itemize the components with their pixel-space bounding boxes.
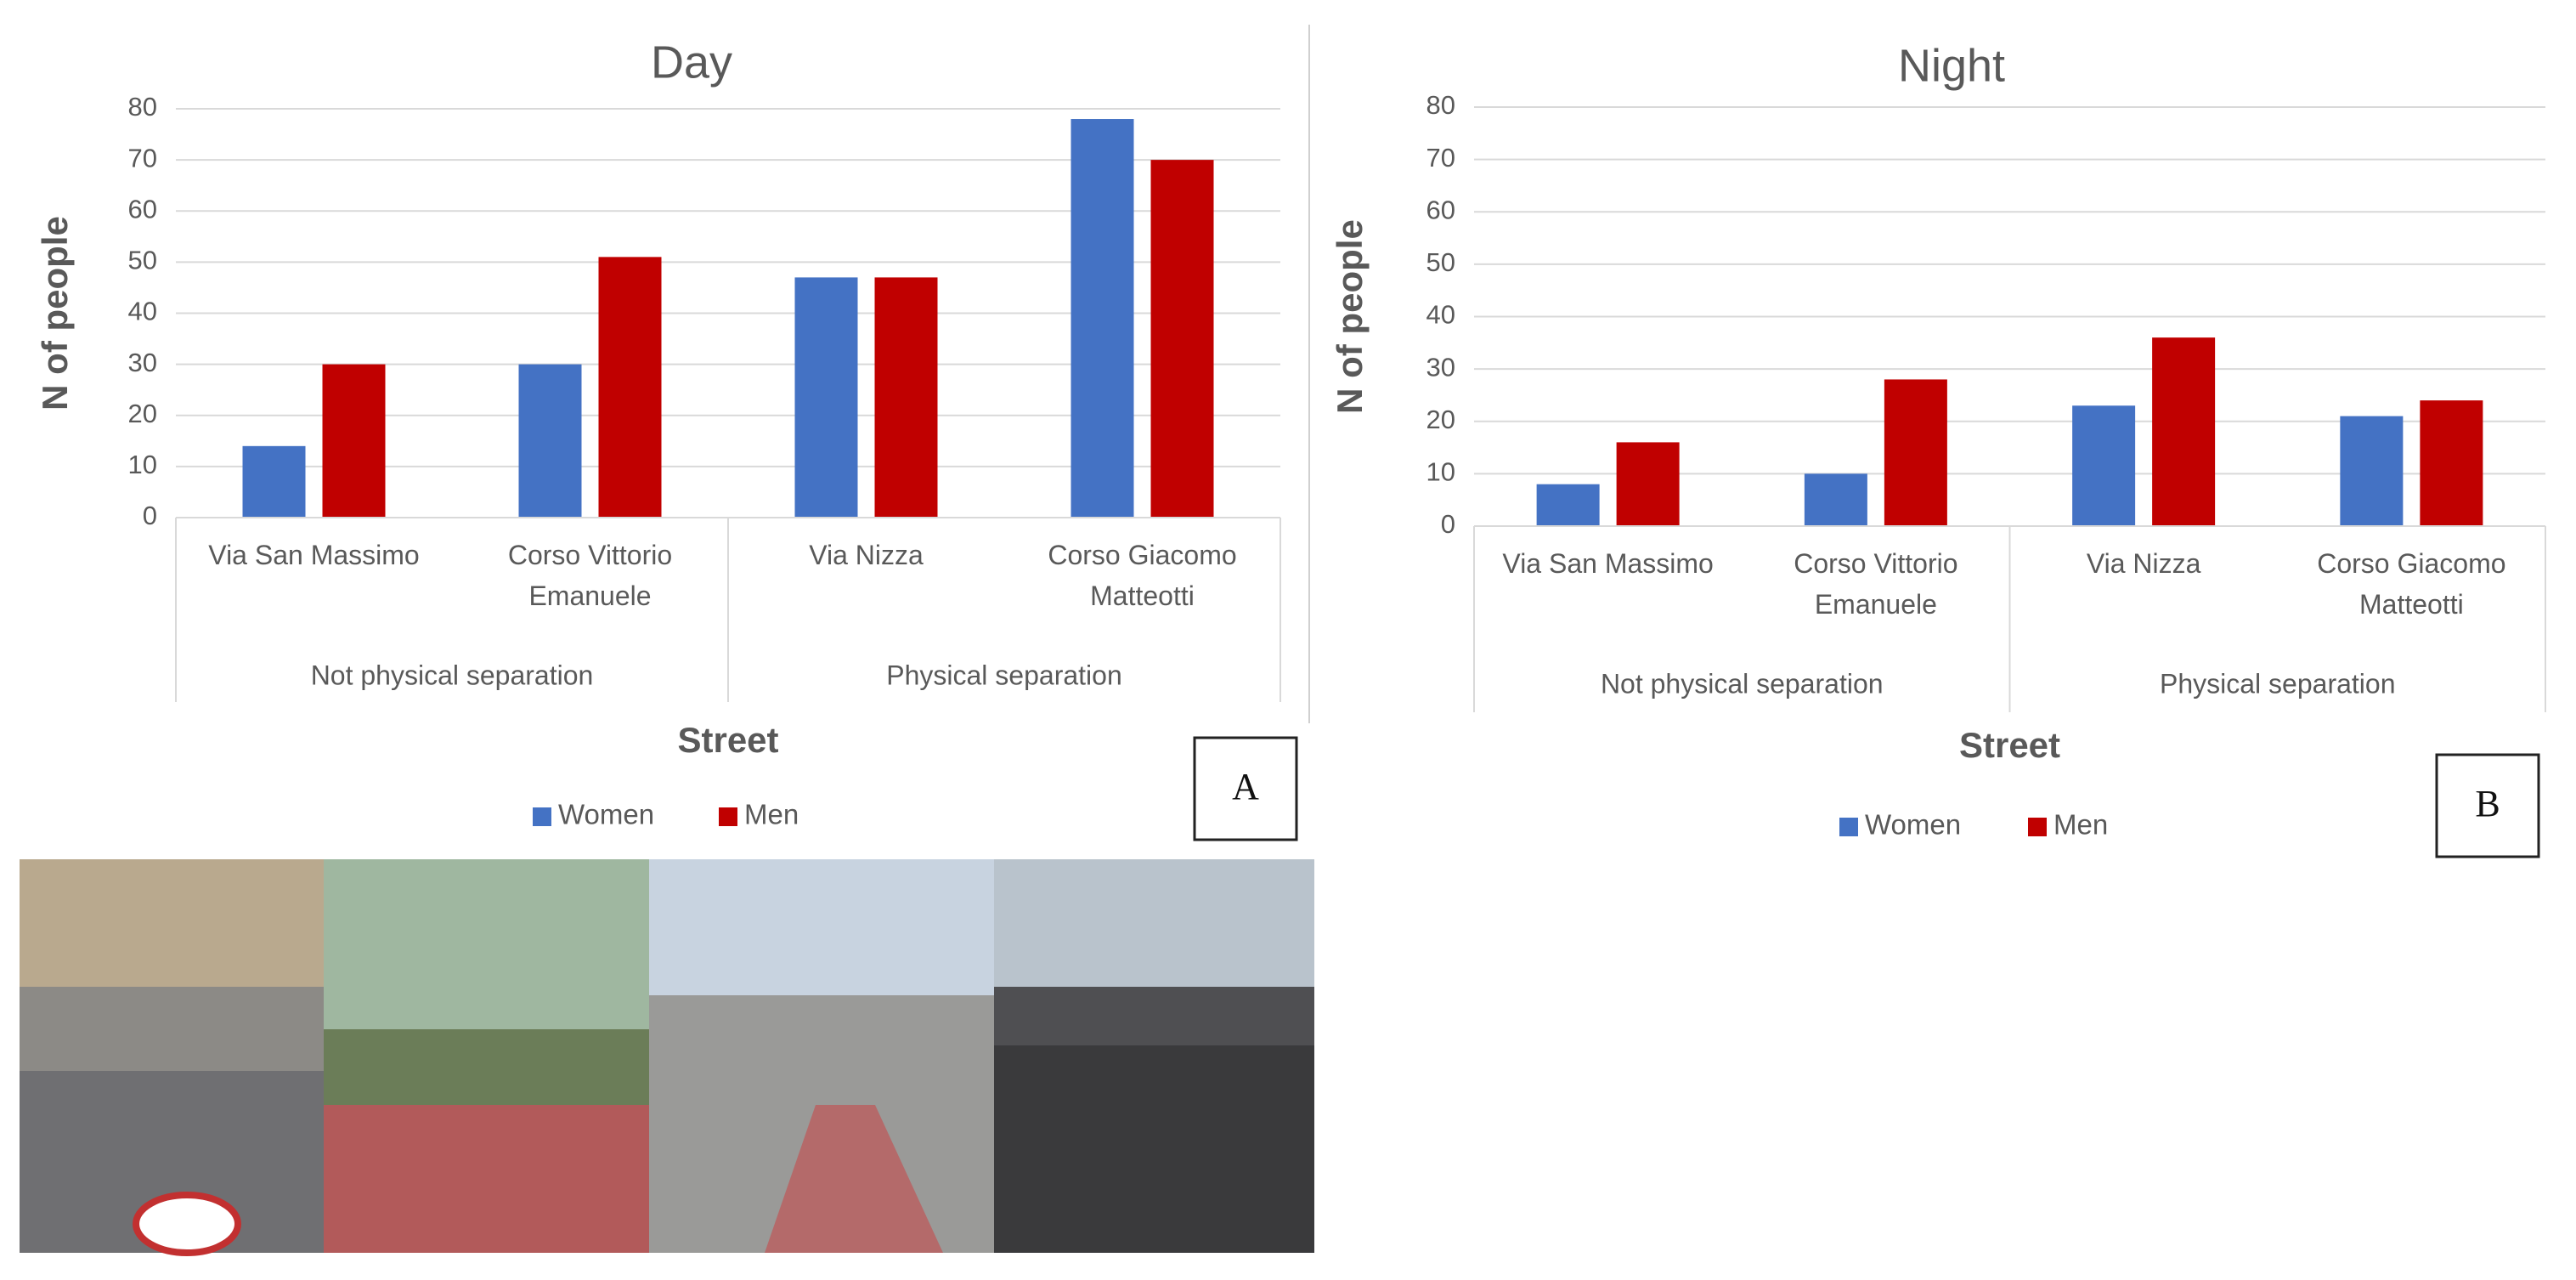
x-tick-label-box: Via Nizza	[809, 540, 924, 570]
y-axis-title: N of people	[1330, 219, 1370, 414]
panel-label: B	[2475, 783, 2500, 824]
x-tick-label: Corso Vittorio Emanuele	[1794, 548, 1958, 620]
bar	[2340, 416, 2404, 526]
y-tick-label: 10	[1426, 457, 1455, 487]
x-tick-label: Via San Massimo	[1502, 548, 1714, 579]
x-tick-label: Corso Giacomo Matteotti	[1048, 540, 1237, 611]
legend-swatch	[719, 807, 737, 826]
bar	[1884, 379, 1947, 526]
y-axis-title: N of people	[35, 216, 75, 411]
x-tick-label-box: Corso Giacomo Matteotti	[1048, 540, 1237, 611]
y-tick-label: 40	[128, 297, 157, 326]
bar	[242, 445, 306, 518]
photo-buildings	[20, 859, 324, 987]
y-tick-label: 0	[143, 501, 157, 530]
photo-trees	[324, 859, 649, 1029]
group-label: Not physical separation	[311, 660, 594, 690]
photo-road	[994, 1045, 1314, 1253]
legend-label: Men	[2053, 809, 2108, 841]
y-tick-label: 30	[128, 348, 157, 377]
panel-label-box	[1193, 736, 1298, 841]
y-tick-label: 60	[1426, 195, 1455, 224]
x-axis-title: Street	[1959, 725, 2060, 765]
panel-label: A	[1232, 766, 1259, 807]
bar	[598, 257, 662, 518]
x-tick-label-box: Corso Giacomo Matteotti	[2317, 548, 2506, 620]
x-tick-label: Corso Giacomo Matteotti	[2317, 548, 2506, 620]
bar	[518, 364, 582, 518]
legend-label: Women	[558, 799, 654, 830]
bar	[794, 277, 858, 518]
y-tick-label: 20	[128, 399, 157, 428]
y-tick-label: 10	[128, 450, 157, 479]
y-tick-label: 50	[1426, 247, 1455, 277]
y-tick-label: 0	[1441, 509, 1455, 539]
chart-title: Day	[651, 37, 732, 88]
bar	[1150, 160, 1214, 518]
photo-sky	[994, 859, 1314, 987]
x-tick-label-box: Via San Massimo	[208, 540, 420, 570]
bar	[322, 364, 386, 518]
bar	[2420, 400, 2483, 526]
x-tick-label: Via San Massimo	[208, 540, 420, 570]
x-tick-label: Corso Vittorio Emanuele	[507, 540, 673, 611]
photo-bike-lane	[765, 1105, 943, 1253]
panel-label-box	[2435, 753, 2540, 858]
bar	[1804, 473, 1867, 526]
bar	[1536, 484, 1600, 526]
x-axis-title: Street	[677, 720, 778, 760]
x-tick-label-box: Corso Vittorio Emanuele	[507, 540, 673, 611]
y-tick-label: 20	[1426, 405, 1455, 434]
y-tick-label: 60	[128, 194, 157, 224]
y-tick-label: 80	[1426, 90, 1455, 120]
legend-swatch	[2028, 818, 2047, 836]
chart-title: Night	[1898, 40, 2005, 91]
y-tick-label: 70	[128, 143, 157, 173]
bar	[874, 277, 938, 518]
x-tick-label: Via Nizza	[2086, 548, 2201, 579]
group-label: Not physical separation	[1601, 668, 1884, 699]
x-tick-label-box: Corso Vittorio Emanuele	[1794, 548, 1958, 620]
x-tick-label: Via Nizza	[809, 540, 924, 570]
street-photos	[20, 859, 1314, 1256]
y-tick-label: 40	[1426, 300, 1455, 330]
photo-sky	[649, 859, 994, 995]
group-label: Physical separation	[886, 660, 1121, 690]
photo-sign	[133, 1192, 241, 1256]
bar	[2152, 337, 2216, 526]
y-tick-label: 80	[128, 92, 157, 122]
legend-swatch	[1839, 818, 1858, 836]
x-tick-label-box: Via San Massimo	[1502, 548, 1714, 579]
y-tick-label: 30	[1426, 352, 1455, 382]
bar	[1616, 442, 1680, 526]
legend-swatch	[533, 807, 551, 826]
group-label: Physical separation	[2160, 668, 2395, 699]
legend-label: Women	[1865, 809, 1961, 841]
legend-label: Men	[744, 799, 799, 830]
bar	[1071, 119, 1134, 518]
x-tick-label-box: Via Nizza	[2086, 548, 2201, 579]
bar	[2072, 405, 2136, 526]
y-tick-label: 70	[1426, 143, 1455, 173]
y-tick-label: 50	[128, 246, 157, 275]
photo-bike-lane	[324, 1105, 649, 1253]
